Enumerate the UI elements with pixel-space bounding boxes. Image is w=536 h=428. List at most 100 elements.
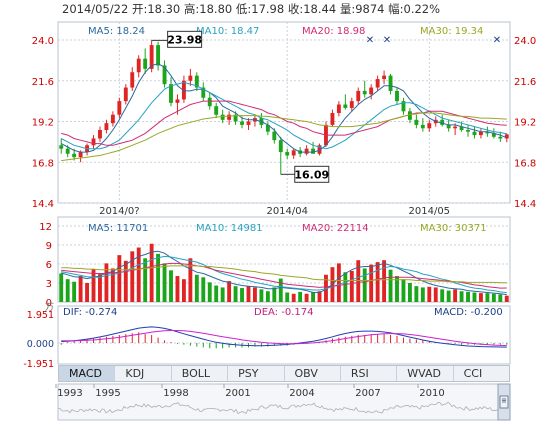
- volume-ma-line-0: [61, 250, 507, 296]
- tab-obv[interactable]: OBV: [285, 366, 341, 381]
- navigator-year-tick: 2010: [419, 388, 444, 399]
- open-label: 开:: [131, 2, 148, 16]
- volume-bar: [162, 263, 167, 302]
- volume-bar: [356, 260, 361, 302]
- price-tick-left: 14.4: [32, 199, 54, 210]
- volume-tick: 3: [46, 279, 52, 290]
- volume-bar: [395, 276, 399, 302]
- event-marker-icon: ✕: [383, 35, 391, 46]
- candle-body: [78, 152, 83, 158]
- macd-tick-bottom: -1.951: [23, 359, 54, 370]
- candle-body: [220, 114, 225, 120]
- volume-bar: [240, 288, 244, 302]
- candle-body: [265, 124, 270, 132]
- candle-body: [356, 90, 361, 102]
- volume-bar: [291, 293, 296, 302]
- quote-date: 2014/05/22: [62, 2, 129, 16]
- volume-bar: [272, 287, 277, 302]
- price-tick-left: 19.2: [32, 118, 54, 129]
- candle-body: [272, 131, 277, 141]
- candle-body: [311, 148, 315, 154]
- tab-psy[interactable]: PSY: [228, 366, 285, 381]
- price-tick-left: 21.6: [32, 77, 54, 88]
- candle-body: [459, 126, 464, 130]
- candle-body: [162, 65, 167, 85]
- navigator-year-tick: 2001: [225, 388, 250, 399]
- candle-body: [240, 121, 244, 125]
- volume-bar: [375, 262, 380, 302]
- candle-body: [233, 114, 238, 122]
- candle-body: [156, 45, 161, 66]
- high-annotation: 23.98: [167, 33, 202, 46]
- volume-ma-line-2: [61, 262, 507, 289]
- volume-bar: [446, 290, 451, 302]
- volume-label: 量:: [339, 2, 356, 16]
- volume-bar: [317, 291, 322, 302]
- volume-bar: [233, 286, 238, 302]
- volume-bar: [91, 269, 96, 302]
- candle-body: [472, 131, 477, 136]
- dif-line: [61, 326, 507, 348]
- volume-bar: [194, 274, 199, 302]
- volume-bar: [311, 292, 315, 302]
- price-x-tick: 2014/05: [409, 206, 451, 217]
- volume-bar: [59, 273, 64, 302]
- price-tick-left: 24.0: [32, 36, 54, 47]
- candle-body: [285, 152, 290, 156]
- candle-body: [440, 119, 445, 125]
- tab-macd[interactable]: MACD: [59, 366, 116, 381]
- volume-ma-legend-1: MA10: 14981: [196, 223, 263, 234]
- candle-body: [453, 126, 458, 129]
- volume-bar: [285, 292, 290, 302]
- high-value: 18.80: [199, 2, 233, 16]
- tab-boll[interactable]: BOLL: [172, 366, 229, 381]
- candle-body: [227, 114, 232, 120]
- candle-body: [427, 123, 432, 129]
- price-tick-right: 21.6: [514, 77, 536, 88]
- volume-tick: 9: [46, 241, 52, 252]
- volume-bar: [85, 283, 89, 302]
- volume-bar: [433, 287, 438, 302]
- candle-body: [336, 104, 341, 114]
- candle-body: [485, 131, 490, 134]
- candle-body: [91, 138, 96, 146]
- volume-bar: [440, 289, 445, 302]
- indicator-tabs: MACD KDJ BOLL PSY OBV RSI WVAD CCI: [58, 365, 510, 382]
- price-ma-legend-2: MA20: 18.98: [302, 26, 365, 37]
- price-tick-left: 16.8: [32, 158, 54, 169]
- dea-line: [61, 330, 507, 347]
- volume-bar: [188, 258, 193, 302]
- candle-body: [362, 90, 367, 95]
- volume-bar: [72, 281, 77, 302]
- candle-body: [382, 75, 387, 80]
- candle-body: [491, 133, 496, 137]
- low-annotation-box: [294, 165, 330, 183]
- tab-cci[interactable]: CCI: [463, 367, 483, 380]
- volume-bar: [214, 285, 219, 302]
- volume-bar: [98, 274, 102, 302]
- candle-body: [369, 87, 374, 95]
- volume-bar: [388, 269, 393, 302]
- volume-bar: [479, 293, 483, 302]
- volume-bar: [65, 279, 70, 302]
- candle-body: [104, 123, 109, 130]
- volume-value: 9874: [355, 2, 385, 16]
- quote-header: 2014/05/22 开:18.30 高:18.80 低:17.98 收:18.…: [62, 1, 440, 17]
- candle-body: [349, 101, 354, 108]
- volume-bar: [382, 260, 387, 302]
- tab-kdj[interactable]: KDJ: [115, 366, 172, 381]
- high-annotation-box: [167, 30, 203, 48]
- volume-bar: [253, 287, 257, 302]
- volume-panel-frame: [57, 216, 511, 303]
- tab-wvad[interactable]: WVAD: [397, 366, 454, 381]
- navigator-frame: [57, 383, 511, 421]
- low-label: 低:: [235, 2, 252, 16]
- volume-bar: [336, 263, 341, 302]
- volume-bar: [136, 247, 141, 302]
- change-value: 0.22%: [403, 2, 441, 16]
- candle-body: [414, 119, 419, 125]
- price-ma-line-3: [61, 112, 507, 162]
- tab-rsi[interactable]: RSI: [341, 366, 398, 381]
- navigator-year-tick: 1995: [95, 388, 120, 399]
- volume-bar: [407, 283, 412, 302]
